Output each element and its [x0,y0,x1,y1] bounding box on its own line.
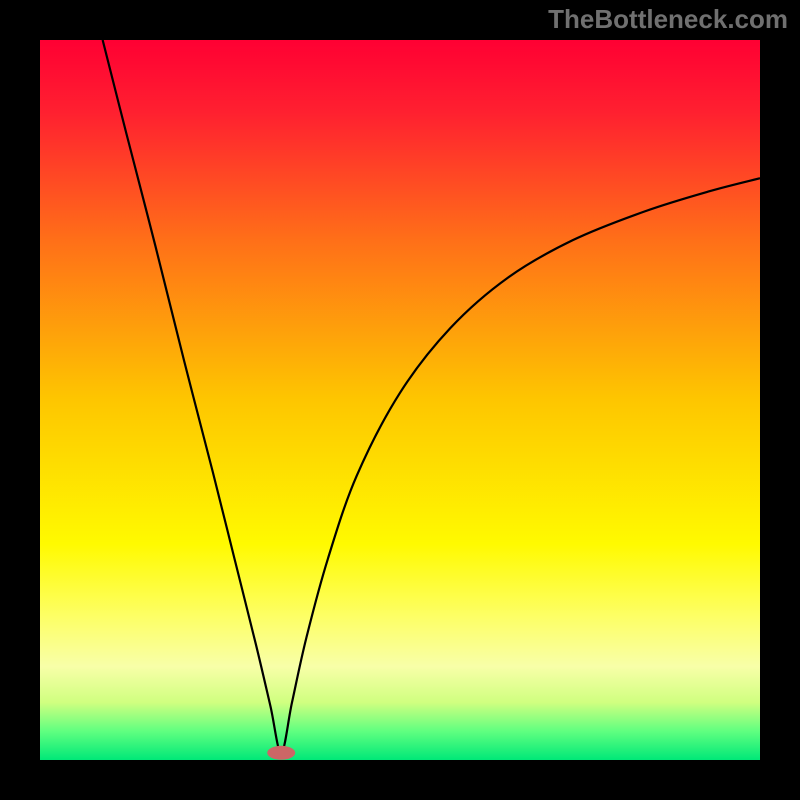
minimum-marker [267,746,295,760]
watermark-text: TheBottleneck.com [548,4,788,35]
chart-plot-area [40,40,760,760]
chart-svg [40,40,760,760]
chart-gradient-bg [40,40,760,760]
